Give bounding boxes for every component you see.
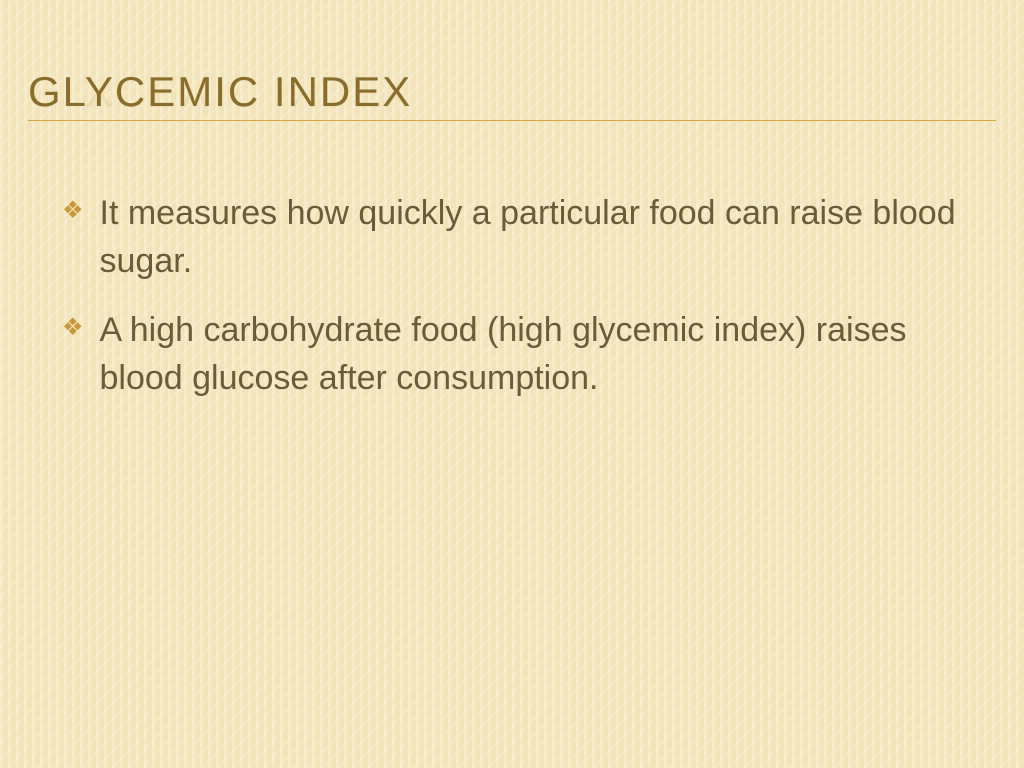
bullet-text: It measures how quickly a particular foo… (100, 190, 962, 285)
diamond-bullet-icon: ❖ (62, 196, 84, 225)
bullet-text: A high carbohydrate food (high glycemic … (100, 307, 962, 402)
bullet-item: ❖ A high carbohydrate food (high glycemi… (62, 307, 962, 402)
slide: GLYCEMIC INDEX GLYCEMIC INDEX ❖ It measu… (0, 0, 1024, 768)
diamond-bullet-icon: ❖ (62, 313, 84, 342)
slide-title: GLYCEMIC INDEX GLYCEMIC INDEX (28, 68, 412, 116)
title-text: GLYCEMIC INDEX (28, 68, 412, 115)
bullet-item: ❖ It measures how quickly a particular f… (62, 190, 962, 285)
body-block: ❖ It measures how quickly a particular f… (62, 190, 962, 424)
title-block: GLYCEMIC INDEX GLYCEMIC INDEX (28, 68, 996, 121)
